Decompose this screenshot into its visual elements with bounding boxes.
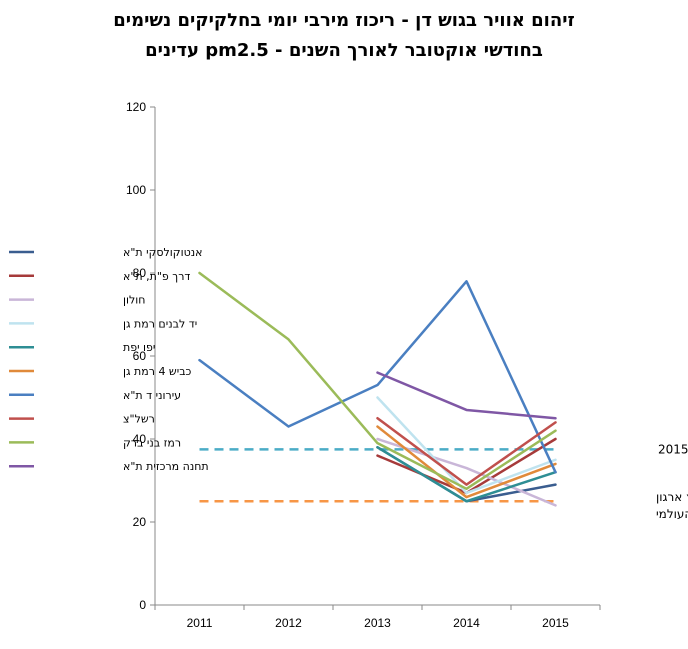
y-tick-label: 80 bbox=[133, 266, 147, 280]
x-tick-label: 2011 bbox=[187, 616, 213, 630]
legend-label: עירוני ד ת"א bbox=[123, 389, 181, 402]
legend-label: דרך פ"ת, ת"א bbox=[123, 270, 190, 283]
reference-label: ערך מומלץ ארגון bbox=[656, 490, 688, 504]
series-line-5 bbox=[376, 446, 557, 503]
legend: אנטוקולסקי ת"א דרך פ"ת, ת"א חולון יד לבנים … bbox=[9, 246, 209, 473]
data-series bbox=[198, 271, 557, 507]
legend-label: חולון bbox=[123, 294, 145, 307]
y-tick-label: 0 bbox=[139, 598, 146, 612]
legend-label: יפו יפת bbox=[123, 341, 155, 354]
legend-label: רשל"צ bbox=[123, 413, 155, 426]
legend-label: כביש 4 רמת גן bbox=[123, 365, 192, 378]
series-line-10 bbox=[376, 371, 557, 420]
x-tick-label: 2013 bbox=[364, 616, 391, 630]
y-tick-label: 60 bbox=[133, 349, 147, 363]
legend-label: יד לבנים רמת גן bbox=[123, 317, 197, 330]
series-line-6 bbox=[376, 425, 557, 499]
series-line-9 bbox=[198, 271, 557, 491]
y-tick-label: 20 bbox=[133, 515, 147, 529]
y-tick-label: 120 bbox=[126, 100, 146, 114]
y-tick-label: 40 bbox=[133, 432, 147, 446]
reference-label: הבריאות העולמי bbox=[656, 507, 688, 521]
chart-title-line-2: עדינים pm2.5 - בחודשי אוקטובר לאורך השני… bbox=[145, 40, 543, 61]
reference-label: תקן משנת 2015 bbox=[658, 442, 688, 456]
chart-axes: 0 20 40 60 80 100 120 2011 2012 2013 2014 2015 bbox=[126, 100, 601, 630]
legend-label: רמז בני ברק bbox=[123, 436, 181, 449]
reference-line-labels: תקן משנת 2015 ערך מומלץ ארגון הבריאות העול… bbox=[656, 442, 688, 521]
x-tick-label: 2012 bbox=[275, 616, 302, 630]
series-line-8 bbox=[376, 417, 557, 486]
legend-label: אנטוקולסקי ת"א bbox=[123, 246, 202, 259]
chart-title-line-1: זיהום אוויר בגוש דן - ריכוז מירבי יומי ב… bbox=[113, 10, 575, 31]
x-tick-label: 2014 bbox=[453, 616, 480, 630]
chart-title: זיהום אוויר בגוש דן - ריכוז מירבי יומי ב… bbox=[0, 6, 688, 66]
x-tick-label: 2015 bbox=[542, 616, 569, 630]
series-line-7 bbox=[198, 280, 557, 474]
y-tick-label: 100 bbox=[126, 183, 146, 197]
legend-label: תחנה מרכזית ת"א bbox=[123, 460, 209, 473]
series-line-4 bbox=[376, 396, 557, 495]
